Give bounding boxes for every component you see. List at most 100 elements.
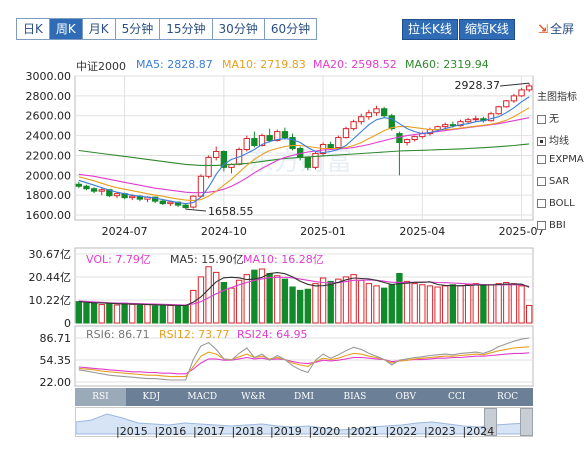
volume-ma5-line bbox=[78, 272, 530, 307]
candle-body bbox=[312, 152, 319, 168]
volume-bar bbox=[358, 279, 365, 324]
candle-body bbox=[526, 85, 533, 91]
indicator-tab-7[interactable]: CCI bbox=[448, 392, 466, 402]
timeline-year-label: |2021 bbox=[347, 425, 379, 438]
main-indicator-option-1[interactable]: 均线 bbox=[537, 132, 569, 147]
main-indicator-option-0[interactable]: 无 bbox=[537, 110, 559, 125]
main-indicator-label: BBI bbox=[549, 220, 566, 231]
volume-bar bbox=[106, 303, 113, 324]
indicator-tab-4[interactable]: DMI bbox=[294, 392, 314, 402]
candle-body bbox=[403, 139, 411, 144]
indicator-tab-5[interactable]: BIAS bbox=[343, 392, 367, 402]
candle-body bbox=[83, 185, 90, 190]
volume-bar bbox=[411, 283, 418, 324]
main-indicator-option-4[interactable]: BOLL bbox=[537, 198, 575, 209]
price-tick-label: 1600.00 bbox=[26, 209, 72, 222]
volume-bar bbox=[151, 305, 159, 324]
shrink-kline-button[interactable]: 缩短K线 bbox=[459, 19, 515, 40]
main-indicator-option-2[interactable]: EXPMA bbox=[537, 154, 584, 165]
timeline-year-label: |2024 bbox=[462, 425, 495, 438]
volume-bar bbox=[136, 304, 144, 324]
price-tick-label: 2800.00 bbox=[26, 90, 72, 103]
timeline-handle-left[interactable] bbox=[484, 408, 497, 436]
period-tab-5[interactable]: 30分钟 bbox=[212, 19, 265, 39]
candle-body bbox=[510, 95, 518, 102]
volume-bar bbox=[235, 279, 243, 324]
price-tick-label: 2000.00 bbox=[26, 169, 72, 182]
checkbox-icon[interactable] bbox=[537, 114, 546, 124]
volume-ma10-line bbox=[78, 276, 530, 306]
candle-body bbox=[449, 124, 457, 127]
volume-bar bbox=[167, 304, 174, 324]
volume-bar bbox=[266, 273, 273, 324]
volume-bar bbox=[464, 284, 472, 324]
volume-bar bbox=[228, 287, 235, 324]
volume-bar bbox=[220, 282, 228, 324]
checkbox-icon[interactable] bbox=[537, 136, 546, 146]
rsi-tick-label: 86.71 bbox=[40, 332, 72, 345]
checkbox-icon[interactable] bbox=[537, 176, 546, 186]
timeline-year-label: |2017 bbox=[193, 425, 225, 438]
period-tab-0[interactable]: 日K bbox=[17, 19, 50, 39]
candle-body bbox=[327, 144, 334, 149]
volume-bar bbox=[312, 283, 319, 324]
checkbox-icon[interactable] bbox=[537, 154, 546, 164]
volume-bar bbox=[197, 276, 205, 324]
volume-bar bbox=[434, 286, 441, 324]
ma10-line bbox=[78, 107, 530, 202]
volume-bar bbox=[380, 287, 388, 324]
period-tab-2[interactable]: 月K bbox=[82, 19, 116, 39]
indicator-tab-6[interactable]: OBV bbox=[395, 392, 417, 402]
timeline-year-label: |2015 bbox=[116, 425, 148, 438]
candle-body bbox=[495, 106, 502, 115]
volume-bar bbox=[419, 284, 426, 324]
stretch-kline-button[interactable]: 拉长K线 bbox=[402, 19, 458, 40]
candle-body bbox=[365, 112, 373, 118]
price-tick-label: 1800.00 bbox=[26, 189, 72, 202]
volume-bar bbox=[449, 284, 457, 324]
indicator-tab-2[interactable]: MACD bbox=[187, 392, 218, 402]
volume-bar bbox=[75, 301, 82, 324]
indicator-tab-3[interactable]: W&R bbox=[241, 392, 266, 402]
period-tab-1[interactable]: 周K bbox=[49, 19, 83, 39]
volume-bar bbox=[335, 278, 342, 324]
period-tab-3[interactable]: 5分钟 bbox=[115, 19, 161, 39]
period-tab-4[interactable]: 15分钟 bbox=[160, 19, 213, 39]
volume-bar bbox=[90, 302, 98, 324]
checkbox-icon[interactable] bbox=[537, 220, 546, 230]
candle-body bbox=[274, 131, 281, 142]
candle-body bbox=[251, 138, 258, 147]
indicator-tabs: RSI KDJ MACD W&R DMI BIAS OBV CCI ROC bbox=[75, 388, 533, 406]
indicator-tab-0[interactable]: RSI bbox=[75, 388, 126, 406]
price-tick-label: 3000.00 bbox=[26, 70, 72, 83]
timeline-navigator[interactable]: |2015 |2016 |2017 |2018 |2019 |2020 |2021 |2022… bbox=[75, 407, 533, 438]
volume-bar bbox=[98, 304, 105, 324]
candle-body bbox=[350, 121, 357, 130]
main-indicator-option-5[interactable]: BBI bbox=[537, 220, 566, 231]
volume-bar bbox=[396, 273, 403, 324]
date-tick-label: 2025-07 bbox=[499, 225, 545, 238]
volume-bar bbox=[442, 285, 449, 324]
volume-tick-label: 30.67亿 bbox=[29, 248, 72, 261]
candle-body bbox=[197, 175, 205, 197]
indicator-tab-8[interactable]: ROC bbox=[497, 392, 519, 402]
candle-body bbox=[503, 100, 510, 108]
volume-bar bbox=[243, 274, 250, 324]
indicator-tab-1[interactable]: KDJ bbox=[142, 392, 161, 402]
volume-bar bbox=[327, 280, 334, 324]
checkbox-icon[interactable] bbox=[537, 198, 546, 208]
volume-bar bbox=[174, 305, 182, 324]
main-indicator-label: SAR bbox=[549, 176, 570, 187]
fullscreen-label: 全屏 bbox=[550, 22, 575, 36]
volume-bar bbox=[472, 283, 479, 324]
main-indicator-option-3[interactable]: SAR bbox=[537, 176, 569, 187]
volume-tick-label: 0 bbox=[64, 317, 71, 330]
timeline-handle-right[interactable] bbox=[520, 408, 533, 436]
volume-bar bbox=[480, 285, 487, 324]
volume-bar bbox=[304, 288, 311, 324]
fullscreen-button[interactable]: ⇲ 全屏 bbox=[538, 20, 574, 37]
period-tab-6[interactable]: 60分钟 bbox=[264, 19, 317, 39]
candle-body bbox=[487, 113, 495, 122]
timeline-year-label: |2018 bbox=[231, 425, 264, 438]
